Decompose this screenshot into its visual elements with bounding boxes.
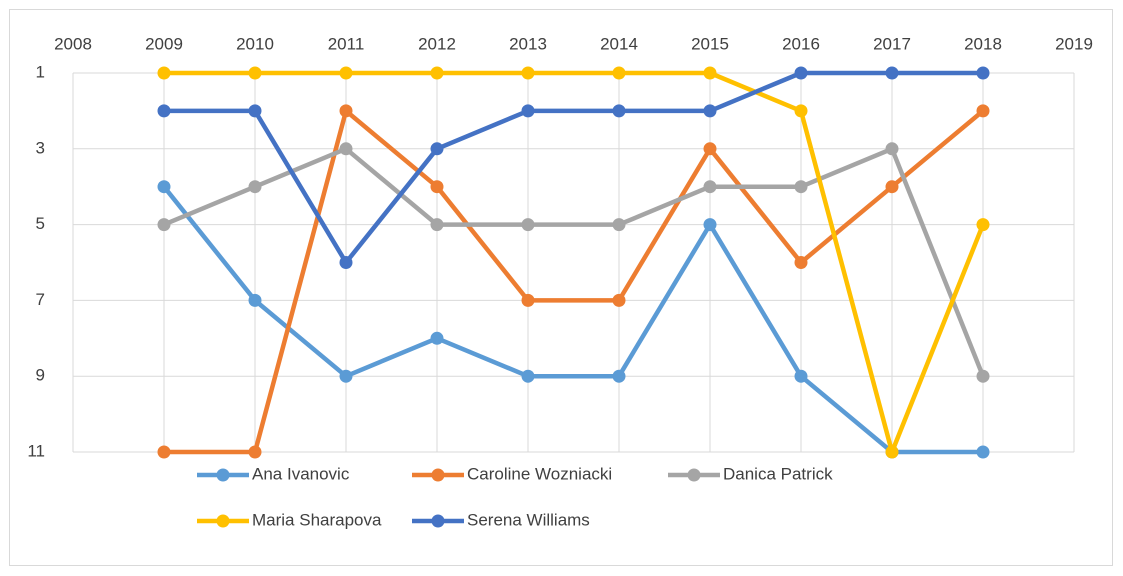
- data-point: [794, 369, 808, 383]
- data-point: [885, 180, 899, 194]
- series-line: [164, 108, 985, 455]
- data-point: [521, 293, 535, 307]
- legend-marker: [687, 468, 701, 482]
- series-line: [162, 185, 983, 455]
- legend-label: Serena Williams: [467, 510, 590, 529]
- data-point: [794, 180, 808, 194]
- data-point: [521, 104, 535, 118]
- data-point: [976, 218, 990, 232]
- data-point: [157, 445, 171, 459]
- data-point: [976, 104, 990, 118]
- data-point: [612, 293, 626, 307]
- data-point: [339, 256, 353, 269]
- legend-label: Ana Ivanovic: [252, 464, 350, 483]
- data-point: [703, 66, 717, 80]
- data-point: [248, 180, 262, 194]
- data-point: [976, 445, 990, 459]
- x-tick-label: 2011: [328, 34, 365, 53]
- data-point: [521, 66, 535, 80]
- data-point: [703, 142, 717, 156]
- data-point: [612, 369, 626, 383]
- y-tick-label: 7: [36, 290, 45, 309]
- series-line: [163, 146, 986, 378]
- y-tick-label: 5: [36, 214, 45, 233]
- data-point: [339, 369, 353, 383]
- chart-frame: [9, 9, 1113, 566]
- x-tick-label: 2019: [1055, 34, 1093, 53]
- data-point: [521, 369, 535, 383]
- x-tick-label: 2015: [691, 34, 729, 53]
- x-tick-label: 2017: [873, 34, 911, 53]
- legend-marker: [431, 514, 445, 528]
- data-point: [157, 218, 171, 232]
- x-tick-label: 2018: [964, 34, 1002, 53]
- data-point: [885, 445, 899, 459]
- data-point: [430, 180, 444, 194]
- data-point: [248, 104, 262, 118]
- legend-marker: [216, 468, 230, 482]
- x-tick-label: 2012: [418, 34, 456, 53]
- y-tick-label: 9: [36, 366, 45, 385]
- data-point: [794, 104, 808, 118]
- y-tick-label: 11: [27, 441, 45, 460]
- data-point: [339, 66, 353, 80]
- series-line: [164, 70, 986, 455]
- data-point: [794, 256, 808, 269]
- data-point: [521, 218, 535, 232]
- x-tick-label: 2016: [782, 34, 820, 53]
- legend-label: Danica Patrick: [723, 464, 833, 483]
- data-point: [339, 104, 353, 118]
- x-tick-label: 2008: [54, 34, 92, 53]
- data-point: [703, 218, 717, 232]
- data-point: [612, 104, 626, 118]
- data-point: [703, 104, 717, 118]
- data-point: [157, 104, 171, 118]
- data-point: [248, 293, 262, 307]
- series-line: [164, 70, 983, 265]
- data-point: [430, 218, 444, 232]
- data-point: [976, 369, 990, 383]
- x-tick-label: 2014: [600, 34, 638, 53]
- data-point: [248, 66, 262, 80]
- data-point: [612, 66, 626, 80]
- x-tick-label: 2013: [509, 34, 547, 53]
- y-tick-label: 3: [36, 138, 45, 157]
- data-point: [430, 66, 444, 80]
- y-tick-label: 1: [36, 62, 45, 81]
- data-point: [885, 66, 899, 80]
- data-point: [430, 331, 444, 345]
- data-point: [430, 142, 444, 156]
- data-point: [339, 142, 353, 156]
- data-point: [157, 66, 171, 80]
- legend-marker: [431, 468, 445, 482]
- x-tick-label: 2010: [236, 34, 274, 53]
- data-point: [157, 180, 171, 194]
- data-point: [703, 180, 717, 194]
- data-point: [248, 445, 262, 459]
- data-point: [976, 66, 990, 80]
- data-point: [885, 142, 899, 156]
- data-point: [794, 66, 808, 80]
- data-point: [612, 218, 626, 232]
- x-tick-label: 2009: [145, 34, 183, 53]
- legend-marker: [216, 514, 230, 528]
- legend-label: Maria Sharapova: [252, 510, 382, 529]
- legend-label: Caroline Wozniacki: [467, 464, 612, 483]
